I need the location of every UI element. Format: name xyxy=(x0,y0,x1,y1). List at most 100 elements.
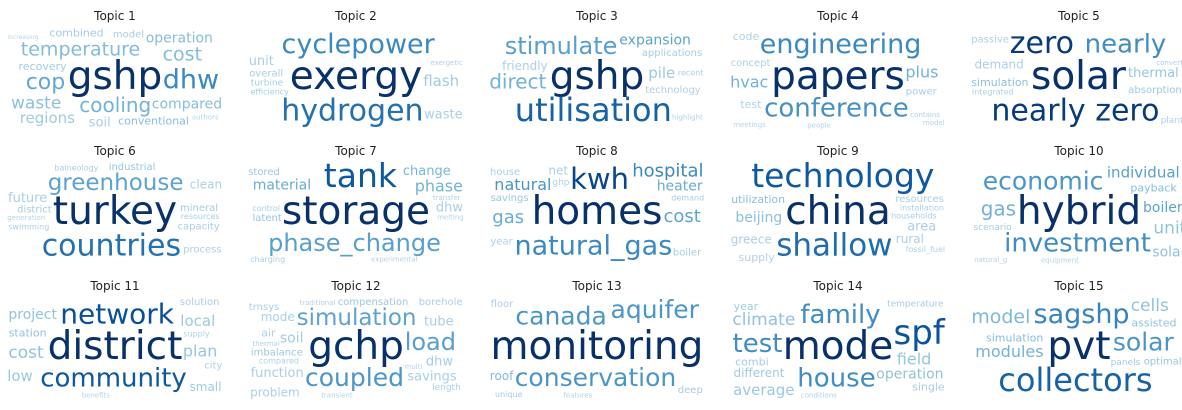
word-storage: storage xyxy=(282,189,430,234)
word-stimulate: stimulate xyxy=(505,32,618,60)
word-benefits: benefits xyxy=(82,391,111,399)
word-climate: climate xyxy=(732,310,795,330)
word-simulation: simulation xyxy=(971,76,1028,89)
panel-title: Topic 15 xyxy=(1054,279,1104,293)
word-nearly-zero: nearly zero xyxy=(991,93,1159,128)
word-net: net xyxy=(548,164,568,178)
word-control: control xyxy=(252,204,280,213)
word-soil: soil xyxy=(280,330,304,346)
word-multi: multi xyxy=(405,363,423,371)
word-boiler: boiler xyxy=(1143,200,1182,216)
word-economic: economic xyxy=(983,167,1104,196)
word-utilisation: utilisation xyxy=(515,91,672,129)
word-conventional: conventional xyxy=(118,115,189,128)
word-process: process xyxy=(183,245,221,256)
word-zero: zero xyxy=(1010,26,1074,61)
word-gchp: gchp xyxy=(308,324,404,369)
word-test: test xyxy=(733,329,783,359)
wordcloud: gshputilisationstimulateexpansiondirect_… xyxy=(489,32,704,129)
word-soil: soil xyxy=(89,116,111,131)
word-boiler: boiler xyxy=(673,247,702,258)
word-heater: heater xyxy=(657,179,703,195)
word-demand: demand xyxy=(671,193,704,202)
word-plant: plant xyxy=(1161,116,1182,126)
word-natural-g: natural_g xyxy=(974,256,1007,264)
word-dhw: dhw xyxy=(163,65,219,96)
word-rural: rural xyxy=(896,232,924,246)
word-resources: resources xyxy=(181,212,220,221)
word-cyclepower: cyclepower xyxy=(282,29,436,60)
word-authors: authors xyxy=(192,114,219,122)
word-supply: supply xyxy=(739,251,776,264)
word-function: function xyxy=(251,366,304,381)
panel-title: Topic 4 xyxy=(817,9,859,23)
word-pvt: pvt xyxy=(1047,324,1110,369)
word-concept: concept xyxy=(731,58,771,69)
word-modules: modules xyxy=(975,342,1043,361)
word-collectors: collectors xyxy=(998,361,1152,399)
word-field: field xyxy=(897,350,932,369)
word-capacity: capacity xyxy=(178,222,220,233)
word-turkey: turkey xyxy=(53,189,177,234)
word-coupled: coupled xyxy=(305,363,404,392)
word-thermal: thermal xyxy=(253,340,280,348)
word-plus: plus xyxy=(905,63,938,82)
word-increasing: increasing xyxy=(8,34,39,41)
word-thermal: thermal xyxy=(1128,66,1179,81)
panel-title: Topic 2 xyxy=(335,9,377,23)
word-technology: technology xyxy=(645,85,701,96)
word-problem: problem xyxy=(250,385,300,399)
word-district: district xyxy=(17,205,52,216)
word-resources: resources xyxy=(895,194,943,205)
word-engineering: engineering xyxy=(760,29,922,60)
word-technology: technology xyxy=(751,161,934,195)
word-monitoring: monitoring xyxy=(491,324,704,369)
word-temperature: temperature xyxy=(21,39,140,61)
word-savings: savings xyxy=(491,193,529,204)
word-ghp: ghp xyxy=(552,178,569,188)
word-highlight: highlight xyxy=(672,114,703,122)
word-plan: plan xyxy=(183,341,218,360)
word-material: material xyxy=(253,177,311,193)
word-deep: deep xyxy=(678,385,703,396)
word-cost: cost xyxy=(8,343,44,363)
word-recent: recent xyxy=(678,68,704,77)
word-power: power xyxy=(906,87,938,98)
word-gas: gas xyxy=(981,196,1016,220)
word-operation: operation xyxy=(876,366,943,382)
word-year: year xyxy=(734,300,759,313)
word-change: change xyxy=(403,164,451,179)
wordcloud: chinatechnologyshallowresidencesbeijingu… xyxy=(731,161,946,264)
word-cop: cop xyxy=(26,70,66,95)
word-exergetic: exergetic xyxy=(430,59,463,67)
word-year: year xyxy=(490,237,513,248)
word-test: test xyxy=(740,98,762,111)
word-simulation: simulation xyxy=(986,332,1043,345)
word-direct: direct xyxy=(489,70,546,94)
word-passive: passive xyxy=(971,35,1009,46)
word-stored: stored xyxy=(248,167,280,178)
word-canada: canada xyxy=(515,302,606,331)
word-greece: greece xyxy=(731,233,772,247)
word-trnsys: trnsys xyxy=(249,302,280,313)
word-cooling: cooling xyxy=(79,93,151,117)
word-investment: investment xyxy=(1004,229,1151,259)
word-generation: generation xyxy=(7,214,45,222)
wordcloud: modespfhousetestfamilysingle_familyopera… xyxy=(732,300,945,400)
word-dhw: dhw xyxy=(436,201,463,216)
word-fossil-fuel: fossil_fuel xyxy=(906,245,946,254)
word-papers: papers xyxy=(771,54,905,99)
wordcloud: monitoringconservationcanadaaquifercentr… xyxy=(490,296,704,399)
word-nearly: nearly xyxy=(1085,30,1167,60)
word-china: china xyxy=(785,189,891,234)
panel-title: Topic 11 xyxy=(90,279,140,293)
word-dhw: dhw xyxy=(426,355,453,370)
panel-title: Topic 5 xyxy=(1058,9,1100,23)
word-station: station xyxy=(9,326,47,339)
word-cost: cost xyxy=(664,206,701,227)
word-integrated: integrated xyxy=(972,88,1014,97)
wordcloud: papersengineeringconferenceroomtechnical… xyxy=(730,29,945,129)
